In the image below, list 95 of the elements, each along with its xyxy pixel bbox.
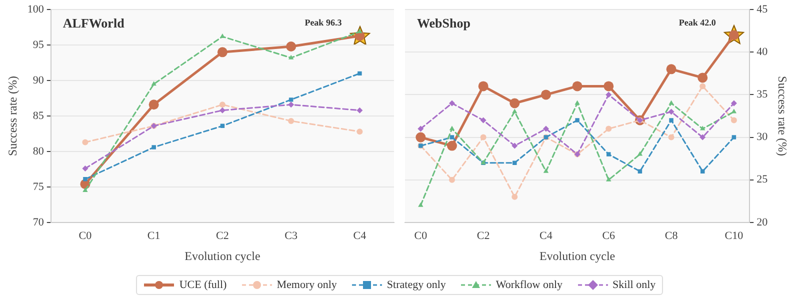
point xyxy=(148,100,159,110)
point xyxy=(288,98,294,102)
x-axis-title: Evolution cycle xyxy=(539,248,616,263)
y-tick-label: 80 xyxy=(32,145,44,158)
point xyxy=(572,81,582,92)
x-tick-label: C4 xyxy=(540,230,553,242)
point xyxy=(512,194,518,200)
point xyxy=(448,100,455,106)
point xyxy=(606,126,612,132)
point xyxy=(357,28,362,34)
point xyxy=(540,90,551,100)
x-tick-label: C8 xyxy=(664,230,678,242)
point xyxy=(700,83,706,90)
y-tick-label: 75 xyxy=(32,180,44,193)
point xyxy=(356,107,363,114)
point xyxy=(666,64,676,74)
point xyxy=(448,176,455,183)
annotation: Peak 96.3 xyxy=(304,17,342,28)
point xyxy=(668,134,674,140)
point xyxy=(512,142,518,149)
point xyxy=(217,47,228,58)
x-tick-label: C0 xyxy=(414,230,428,242)
point xyxy=(700,169,705,174)
point xyxy=(730,100,737,106)
point xyxy=(82,187,88,192)
point xyxy=(418,202,424,207)
y-tick-label: 85 xyxy=(32,110,44,122)
point xyxy=(512,160,517,165)
y2-axis-title: Success rate (%) xyxy=(776,76,790,156)
point xyxy=(700,134,706,140)
point xyxy=(543,168,549,173)
y-axis-title: Success rate (%) xyxy=(5,76,20,156)
annotation: Peak 42.0 xyxy=(678,17,716,28)
point xyxy=(668,108,674,115)
point xyxy=(416,132,426,142)
point xyxy=(82,139,88,146)
y2-tick-label: 40 xyxy=(756,46,768,58)
y2-tick-label: 35 xyxy=(756,88,768,101)
point xyxy=(542,126,549,132)
x-tick-label: C2 xyxy=(476,230,490,242)
point xyxy=(358,71,362,76)
x-tick-label: C4 xyxy=(353,230,367,242)
point xyxy=(446,140,457,151)
point xyxy=(219,107,226,114)
x-tick-label: C10 xyxy=(724,230,744,242)
point xyxy=(152,145,156,150)
point xyxy=(669,118,674,122)
point xyxy=(418,126,424,132)
y-tick-label: 70 xyxy=(32,216,44,228)
legend-label: Strategy only xyxy=(386,279,446,291)
y2-tick-label: 30 xyxy=(756,131,768,144)
x-tick-label: C6 xyxy=(602,230,616,242)
legend-label: Skill only xyxy=(612,279,656,291)
point xyxy=(606,92,612,98)
legend-label: UCE (full) xyxy=(179,279,227,291)
point xyxy=(606,176,612,182)
point xyxy=(83,177,88,182)
point xyxy=(638,169,642,174)
point xyxy=(288,118,294,124)
point xyxy=(575,118,580,122)
point xyxy=(510,98,520,108)
point xyxy=(151,81,156,86)
point xyxy=(356,128,363,135)
point xyxy=(730,117,737,124)
y-tick-label: 90 xyxy=(32,74,44,86)
point xyxy=(478,81,488,92)
point xyxy=(288,54,294,60)
point xyxy=(286,41,296,52)
x-tick-label: C0 xyxy=(78,230,92,242)
point xyxy=(606,152,611,156)
point xyxy=(480,117,486,124)
legend-label: Workflow only xyxy=(496,279,563,291)
y2-tick-label: 20 xyxy=(756,216,768,228)
y2-tick-label: 45 xyxy=(756,3,768,16)
point xyxy=(450,135,454,140)
legend-label: Memory only xyxy=(276,279,337,291)
y2-tick-label: 25 xyxy=(756,174,768,186)
point xyxy=(449,126,455,130)
text: WebShop xyxy=(417,15,470,30)
x-tick-label: C3 xyxy=(284,230,298,242)
text: ALFWorld xyxy=(62,15,126,30)
x-tick-label: C1 xyxy=(147,230,160,242)
point xyxy=(82,165,88,172)
point xyxy=(637,151,643,156)
x-tick-label: C2 xyxy=(216,230,229,242)
y-tick-label: 100 xyxy=(27,3,44,16)
point xyxy=(700,126,706,130)
point xyxy=(732,135,736,140)
x-axis-title: Evolution cycle xyxy=(184,248,260,263)
y-tick-label: 95 xyxy=(32,38,44,51)
point xyxy=(288,102,294,108)
point xyxy=(604,81,614,92)
point xyxy=(219,102,226,108)
point xyxy=(480,134,486,140)
point xyxy=(698,72,708,83)
